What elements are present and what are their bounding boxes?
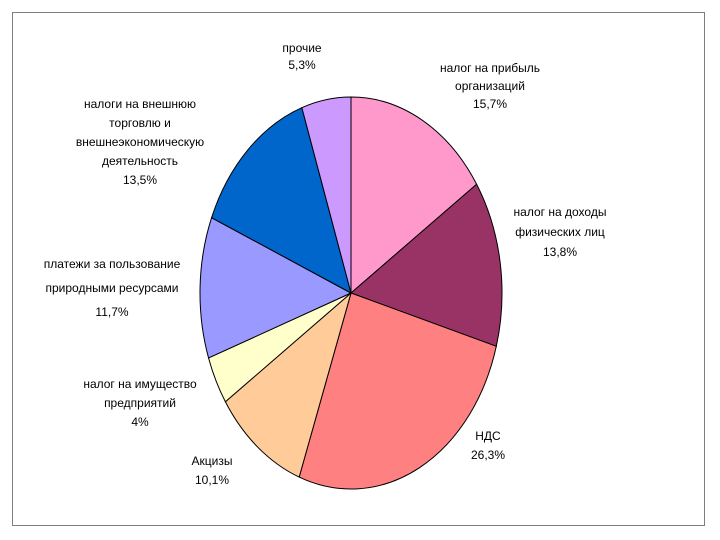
pie-slice-label-line: физических лиц	[515, 225, 605, 239]
pie-slice-label-line: предприятий	[104, 396, 176, 410]
pie-slice-label-line: организаций	[455, 79, 525, 93]
pie-slice-5	[199, 216, 353, 359]
pie-slice-label-3: Акцизы 10,1%	[192, 454, 233, 487]
pie-slice-label-line: 15,7%	[473, 97, 507, 111]
pie-slice-label-line: налог на доходы	[514, 205, 607, 219]
pie-slice-label-line: внешнеэкономическую	[76, 135, 204, 149]
pie-slice-label-line: деятельность	[102, 154, 178, 168]
pie-slice-2	[298, 292, 497, 490]
pie-slice-label-0: налог на прибыль организаций 15,7%	[440, 61, 540, 111]
pie-slice-label-5: платежи за пользование природными ресурса…	[44, 257, 181, 319]
pie-slice-label-line: торговлю и	[109, 116, 171, 130]
pie-slice-label-2: НДС 26,3%	[471, 429, 505, 462]
pie-slice-label-line: 11,7%	[95, 305, 128, 319]
pie-slice-label-line: 10,1%	[195, 473, 229, 487]
pie-slice-label-line: 26,3%	[471, 448, 505, 462]
pie-slice-label-line: прочие	[282, 41, 322, 55]
pie-slice-label-1: налог на доходы физических лиц 13,8%	[514, 205, 607, 259]
pie-slice-label-line: 13,8%	[543, 245, 577, 259]
pie-slice-label-line: 13,5%	[123, 173, 157, 187]
pie-slice-label-line: налог на имущество	[83, 377, 197, 391]
pie-slice-7	[301, 96, 352, 294]
pie-slice-label-line: Акцизы	[192, 454, 233, 468]
pie-slices	[199, 96, 503, 490]
pie-slice-6	[210, 106, 352, 294]
pie-slice-label-line: налог на прибыль	[440, 61, 540, 75]
pie-labels: налог на прибыль организаций 15,7%налог на…	[44, 41, 607, 487]
pie-slice-label-line: 4%	[131, 415, 149, 429]
pie-slice-label-4: налог на имущество предприятий 4%	[83, 377, 197, 429]
pie-slice-label-6: налоги на внешнюю торговлю и внешнеэкономи…	[76, 97, 204, 187]
pie-slice-0	[350, 96, 478, 295]
pie-slice-label-7: прочие 5,3%	[282, 41, 322, 72]
pie-slice-3	[224, 291, 352, 478]
pie-slice-label-line: налоги на внешнюю	[84, 97, 196, 111]
pie-slice-1	[350, 183, 503, 347]
pie-slice-label-line: природными ресурсами	[45, 281, 178, 295]
pie-slice-label-line: платежи за пользование	[44, 257, 181, 271]
pie-slice-label-line: 5,3%	[288, 58, 316, 72]
pie-slice-label-line: НДС	[475, 429, 501, 443]
